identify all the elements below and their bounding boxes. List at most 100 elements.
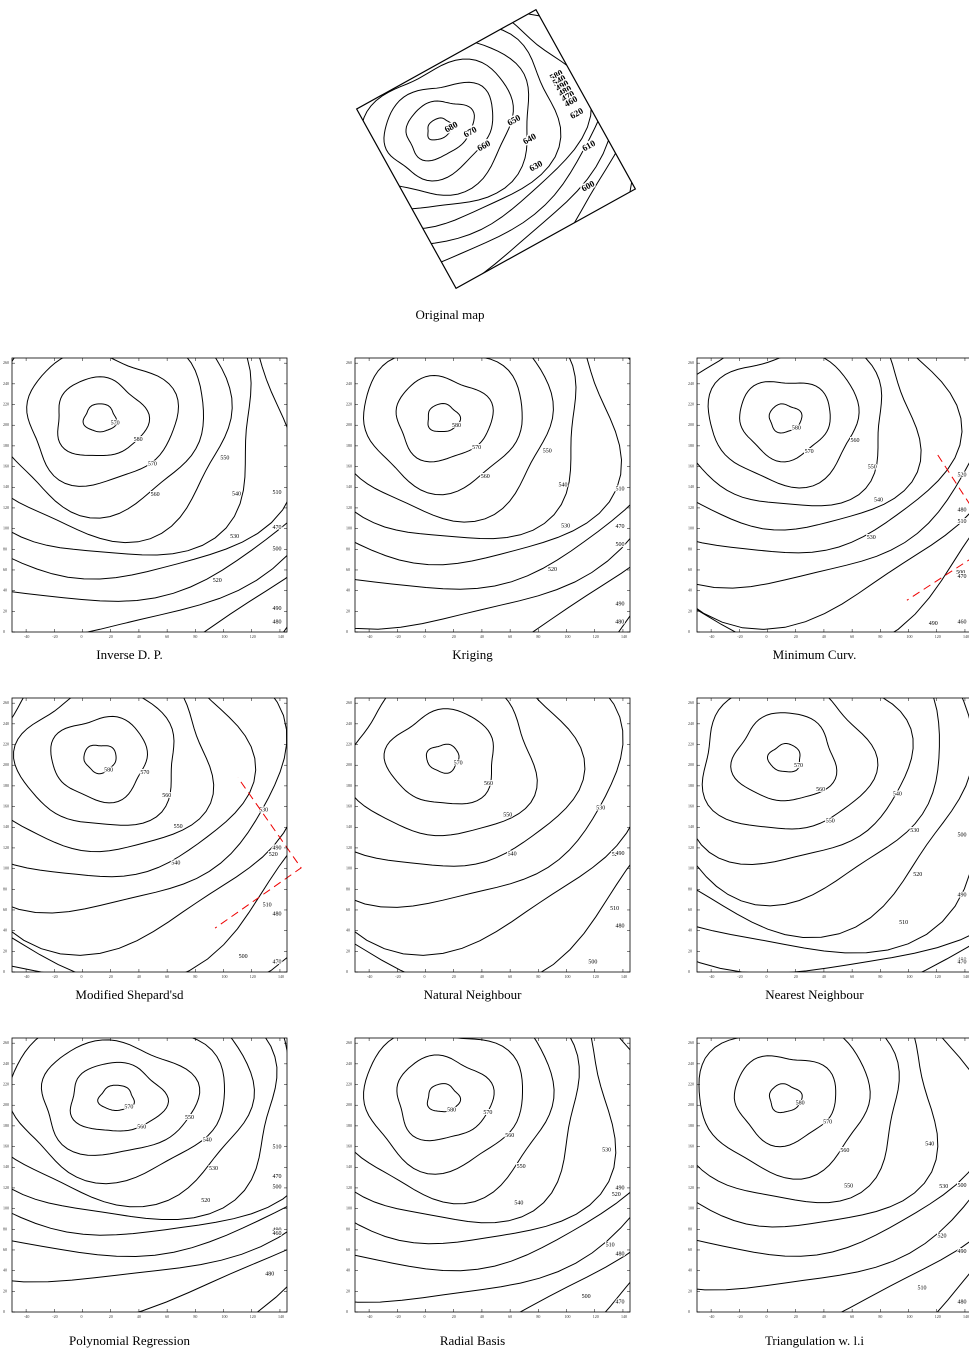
x-tick-label: 40 bbox=[480, 634, 484, 639]
x-tick-label: 20 bbox=[109, 1314, 113, 1319]
contour-label: 600 bbox=[580, 178, 597, 194]
contour-line bbox=[656, 989, 899, 1203]
contour-label: 540 bbox=[232, 492, 241, 498]
contour-label: 570 bbox=[805, 449, 814, 455]
y-tick-label: 20 bbox=[3, 1288, 7, 1293]
x-tick-label: 20 bbox=[109, 974, 113, 979]
y-tick-label: 60 bbox=[3, 1247, 7, 1252]
contour-line bbox=[89, 798, 767, 1355]
contour-line bbox=[702, 681, 878, 829]
contour-line bbox=[0, 155, 408, 711]
y-tick-label: 200 bbox=[346, 422, 352, 427]
caption: Original map bbox=[416, 307, 485, 322]
x-tick-label: -40 bbox=[709, 974, 714, 979]
y-tick-label: 60 bbox=[3, 567, 7, 572]
contour-line bbox=[0, 270, 251, 555]
contours: 570560550540530520510500490480470460 bbox=[0, 838, 457, 1355]
contour-line bbox=[672, 323, 882, 506]
y-tick-label: 20 bbox=[688, 948, 692, 953]
contour-label: 570 bbox=[111, 420, 120, 426]
y-tick-label: 40 bbox=[688, 1268, 692, 1273]
y-tick-label: 220 bbox=[3, 1082, 9, 1087]
x-tick-label: 120 bbox=[935, 634, 941, 639]
contour-label: 520 bbox=[269, 852, 278, 858]
contour-label: 520 bbox=[213, 578, 222, 584]
contour-label: 520 bbox=[201, 1198, 210, 1204]
contour-line bbox=[364, 1032, 523, 1175]
contour-line bbox=[544, 555, 969, 953]
contour-label: 560 bbox=[840, 1148, 849, 1154]
y-tick-label: 120 bbox=[346, 1185, 352, 1190]
contour-label: 530 bbox=[939, 1184, 948, 1190]
contour-label: 550 bbox=[868, 464, 877, 470]
y-tick-label: 60 bbox=[346, 907, 350, 912]
contour-label: 570 bbox=[823, 1119, 832, 1125]
y-tick-label: 20 bbox=[3, 608, 7, 613]
y-tick-label: 20 bbox=[688, 608, 692, 613]
contour-label: 540 bbox=[203, 1138, 212, 1144]
x-tick-label: 100 bbox=[907, 1314, 913, 1319]
contour-label: 500 bbox=[616, 542, 625, 548]
x-tick-label: 80 bbox=[878, 1314, 882, 1319]
contour-label: 510 bbox=[610, 906, 619, 912]
contour-line bbox=[397, 1055, 494, 1141]
x-tick-label: 0 bbox=[766, 974, 768, 979]
contour-line bbox=[177, 0, 712, 389]
y-tick-label: 60 bbox=[346, 1247, 350, 1252]
y-tick-label: 180 bbox=[688, 783, 694, 788]
y-tick-label: 40 bbox=[346, 928, 350, 933]
y-tick-label: 220 bbox=[3, 742, 9, 747]
y-tick-label: 0 bbox=[688, 1309, 690, 1314]
contour-label: 470 bbox=[616, 1299, 625, 1305]
x-tick-label: 80 bbox=[536, 1314, 540, 1319]
contour-label: 580 bbox=[134, 437, 143, 443]
contour-label: 670 bbox=[462, 124, 479, 140]
y-tick-label: 140 bbox=[688, 484, 694, 489]
contour-label: 580 bbox=[104, 768, 113, 774]
x-tick-label: 140 bbox=[278, 634, 284, 639]
y-tick-label: 60 bbox=[688, 1247, 692, 1252]
contour-line bbox=[391, 768, 969, 1355]
contour-line bbox=[70, 1062, 168, 1131]
y-tick-label: 220 bbox=[3, 402, 9, 407]
contour-label: 540 bbox=[559, 483, 568, 489]
x-tick-label: 40 bbox=[822, 974, 826, 979]
contour-label: 530 bbox=[209, 1166, 218, 1172]
x-tick-label: 100 bbox=[565, 634, 571, 639]
y-tick-label: 120 bbox=[3, 505, 9, 510]
y-tick-label: 0 bbox=[688, 629, 690, 634]
y-tick-label: 100 bbox=[346, 526, 352, 531]
y-tick-label: 240 bbox=[688, 1061, 694, 1066]
x-tick-label: 0 bbox=[81, 1314, 83, 1319]
x-tick-label: 60 bbox=[165, 634, 169, 639]
dashed-boundary bbox=[699, 359, 969, 658]
y-tick-label: 180 bbox=[3, 783, 9, 788]
contour-line bbox=[51, 716, 148, 803]
x-tick-label: 60 bbox=[850, 1314, 854, 1319]
contour-label: 480 bbox=[265, 1271, 274, 1277]
y-tick-label: 240 bbox=[688, 721, 694, 726]
contour-line bbox=[41, 1040, 199, 1156]
y-tick-label: 140 bbox=[3, 484, 9, 489]
contour-label: 480 bbox=[273, 912, 282, 918]
y-tick-label: 220 bbox=[346, 402, 352, 407]
y-tick-label: 60 bbox=[346, 567, 350, 572]
y-tick-label: 80 bbox=[3, 546, 7, 551]
y-tick-label: 120 bbox=[346, 845, 352, 850]
contour-line bbox=[0, 971, 277, 1219]
contour-line bbox=[574, 894, 969, 1290]
contour-label: 500 bbox=[273, 1184, 282, 1190]
y-tick-label: 180 bbox=[688, 443, 694, 448]
y-tick-label: 200 bbox=[688, 1102, 694, 1107]
y-tick-label: 20 bbox=[688, 1288, 692, 1293]
x-tick-label: 20 bbox=[794, 634, 798, 639]
x-tick-label: 140 bbox=[621, 634, 627, 639]
contour-label: 520 bbox=[612, 1192, 621, 1198]
y-tick-label: 220 bbox=[346, 742, 352, 747]
contour-line bbox=[289, 968, 579, 1223]
x-tick-label: 140 bbox=[278, 974, 284, 979]
x-tick-label: 40 bbox=[480, 1314, 484, 1319]
contour-label: 560 bbox=[484, 781, 493, 787]
x-tick-label: 100 bbox=[565, 974, 571, 979]
y-tick-label: 260 bbox=[3, 1040, 9, 1045]
